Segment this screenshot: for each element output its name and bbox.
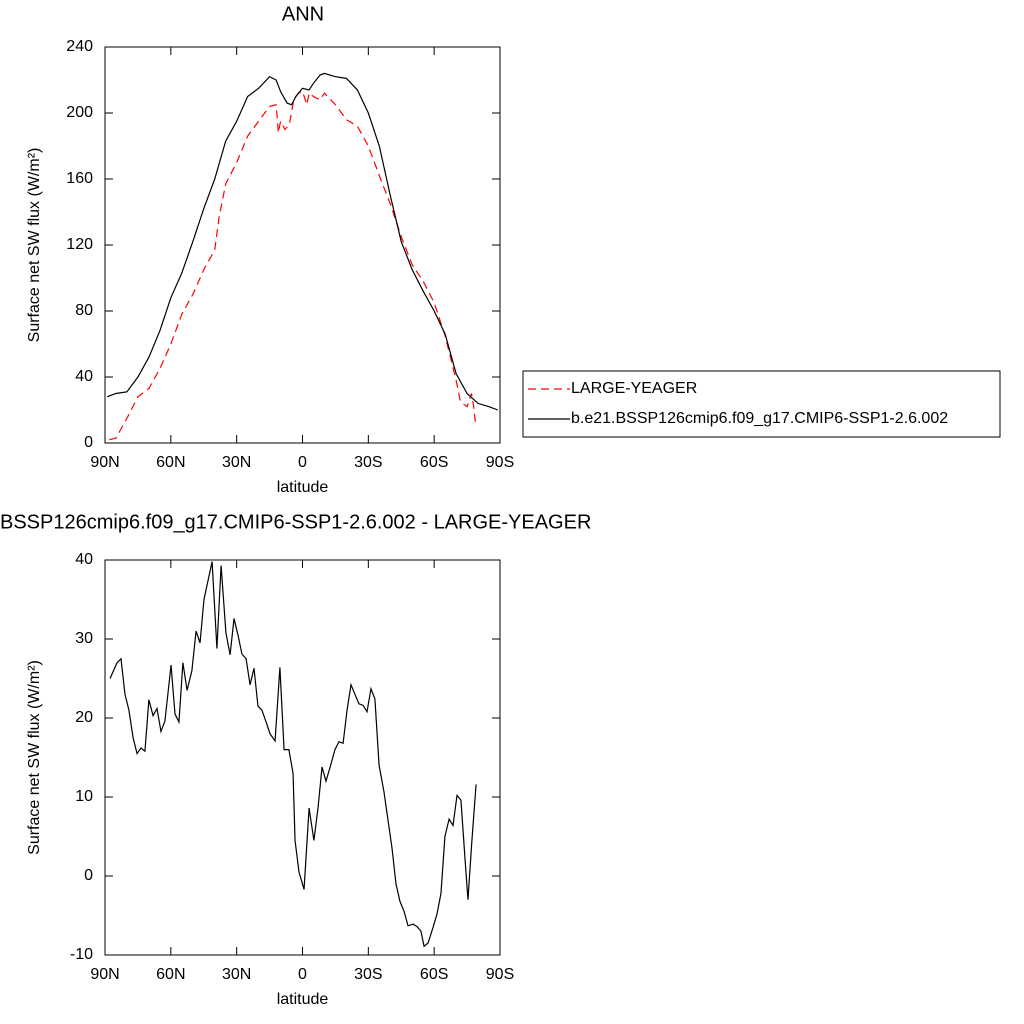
y-tick-label: 200 [66, 104, 93, 121]
y-tick-label: 40 [75, 551, 93, 568]
y-tick-label: 10 [75, 788, 93, 805]
y-axis-label: Surface net SW flux (W/m²) [26, 660, 43, 855]
legend-frame [522, 370, 1001, 438]
x-tick-label: 60N [156, 454, 185, 471]
x-tick-label: 90N [90, 966, 119, 983]
data-line [109, 561, 477, 948]
chart-title: BSSP126cmip6.f09_g17.CMIP6-SSP1-2.6.002 … [0, 511, 591, 533]
y-tick-label: 160 [66, 170, 93, 187]
y-tick-label: 0 [84, 867, 93, 884]
x-tick-label: 30S [354, 454, 382, 471]
x-tick-label: 0 [298, 966, 307, 983]
y-tick-label: -10 [70, 946, 93, 963]
y-axis-label: Surface net SW flux (W/m²) [26, 148, 43, 343]
y-tick-label: 240 [66, 38, 93, 55]
chart-title: ANN [282, 3, 324, 25]
x-tick-label: 90S [486, 454, 514, 471]
x-tick-label: 30N [222, 454, 251, 471]
legend-label: LARGE-YEAGER [571, 380, 697, 397]
x-axis-label: latitude [277, 991, 329, 1008]
x-axis-label: latitude [277, 479, 329, 496]
y-tick-label: 30 [75, 630, 93, 647]
y-tick-label: 0 [84, 434, 93, 451]
y-tick-label: 80 [75, 302, 93, 319]
x-tick-label: 90S [486, 966, 514, 983]
y-tick-label: 40 [75, 368, 93, 385]
y-tick-label: 20 [75, 709, 93, 726]
data-line [106, 72, 499, 411]
x-tick-label: 30S [354, 966, 382, 983]
plot-frame [104, 46, 501, 444]
data-line [109, 90, 477, 441]
x-tick-label: 90N [90, 454, 119, 471]
x-tick-label: 60S [420, 454, 448, 471]
x-tick-label: 0 [298, 454, 307, 471]
x-tick-label: 60S [420, 966, 448, 983]
y-tick-label: 120 [66, 236, 93, 253]
legend-label: b.e21.BSSP126cmip6.f09_g17.CMIP6-SSP1-2.… [571, 410, 948, 427]
x-tick-label: 30N [222, 966, 251, 983]
x-tick-label: 60N [156, 966, 185, 983]
